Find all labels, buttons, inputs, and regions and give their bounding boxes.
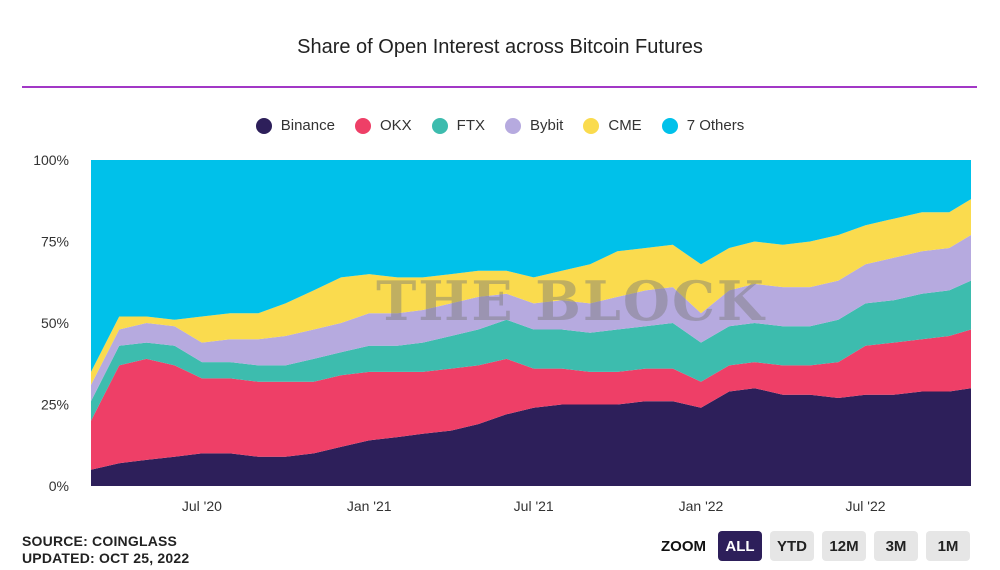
x-tick-label: Jul '21: [514, 498, 554, 514]
zoom-button-ytd[interactable]: YTD: [770, 531, 814, 561]
legend-label: Bybit: [530, 117, 564, 134]
legend-swatch: [431, 117, 448, 134]
legend-item-ftx[interactable]: FTX: [431, 117, 485, 134]
chart-title: Share of Open Interest across Bitcoin Fu…: [297, 36, 703, 58]
zoom-button-12m[interactable]: 12M: [822, 531, 866, 561]
legend-swatch: [583, 117, 600, 134]
legend-item-binance[interactable]: Binance: [255, 117, 335, 134]
watermark: THE BLOCK: [376, 269, 766, 333]
legend-swatch: [255, 117, 272, 134]
legend-label: Binance: [280, 117, 335, 134]
x-tick-label: Jan '22: [679, 498, 724, 514]
legend-swatch: [354, 117, 371, 134]
x-tick-label: Jul '22: [845, 498, 885, 514]
zoom-button-3m[interactable]: 3M: [874, 531, 918, 561]
source-text: SOURCE: COINGLASS: [22, 533, 178, 549]
zoom-button-all[interactable]: ALL: [718, 531, 762, 561]
legend-swatch: [505, 117, 521, 134]
updated-text: UPDATED: OCT 25, 2022: [22, 550, 190, 566]
legend-label: FTX: [456, 117, 485, 134]
y-tick-label: 100%: [33, 152, 69, 168]
area-7-others: [91, 160, 971, 372]
zoom-controls: ZOOM ALL YTD 12M 3M 1M: [661, 531, 970, 561]
legend-item-bybit[interactable]: Bybit: [505, 117, 563, 134]
stacked-area-chart: THE BLOCK 0% 25% 50% 75% 100% Jul '20 Jan '21 Ju…: [33, 152, 971, 514]
y-tick-label: 25%: [41, 397, 69, 413]
footer-credits: SOURCE: COINGLASS UPDATED: OCT 25, 2022: [22, 533, 189, 567]
area-bybit: [91, 235, 971, 402]
x-tick-label: Jan '21: [347, 498, 392, 514]
x-tick-label: Jul '20: [182, 498, 222, 514]
legend-swatch: [661, 117, 678, 134]
zoom-button-1m[interactable]: 1M: [926, 531, 970, 561]
zoom-label: ZOOM: [661, 537, 706, 555]
legend-item-okx[interactable]: OKX: [354, 117, 412, 134]
area-ftx: [91, 280, 971, 421]
title-divider: [22, 86, 977, 88]
legend-item-7-others[interactable]: 7 Others: [661, 117, 745, 134]
area-binance: [91, 388, 971, 486]
y-tick-label: 75%: [41, 234, 69, 250]
legend-label: CME: [608, 117, 642, 134]
legend-label: 7 Others: [686, 117, 745, 134]
y-tick-label: 50%: [41, 315, 69, 331]
legend-item-cme[interactable]: CME: [583, 117, 642, 134]
legend-label: OKX: [379, 117, 412, 134]
area-cme: [91, 199, 971, 385]
y-tick-label: 0%: [49, 478, 69, 494]
area-okx: [91, 329, 971, 470]
chart-legend: Binance OKX FTX Bybit CME 7 Others: [0, 117, 1000, 134]
